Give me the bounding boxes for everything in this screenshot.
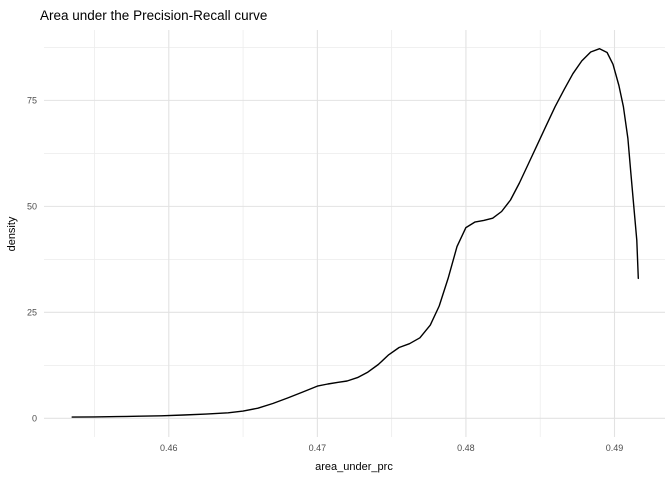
- y-axis-tick-labels: 0 25 50 75: [27, 95, 37, 423]
- grid-minor: [44, 30, 665, 437]
- x-tick-label: 0.48: [457, 443, 475, 453]
- density-curve: [71, 48, 639, 418]
- x-axis-title: area_under_prc: [315, 461, 393, 473]
- x-tick-label: 0.49: [606, 443, 624, 453]
- x-tick-label: 0.46: [160, 443, 178, 453]
- grid-major: [44, 30, 665, 437]
- y-tick-label: 75: [27, 95, 37, 105]
- x-tick-label: 0.47: [309, 443, 327, 453]
- y-tick-label: 0: [32, 413, 37, 423]
- x-axis-tick-labels: 0.46 0.47 0.48 0.49: [160, 443, 623, 453]
- y-axis-title: density: [6, 216, 18, 251]
- plot-title: Area under the Precision-Recall curve: [40, 8, 267, 23]
- y-tick-label: 50: [27, 201, 37, 211]
- y-tick-label: 25: [27, 307, 37, 317]
